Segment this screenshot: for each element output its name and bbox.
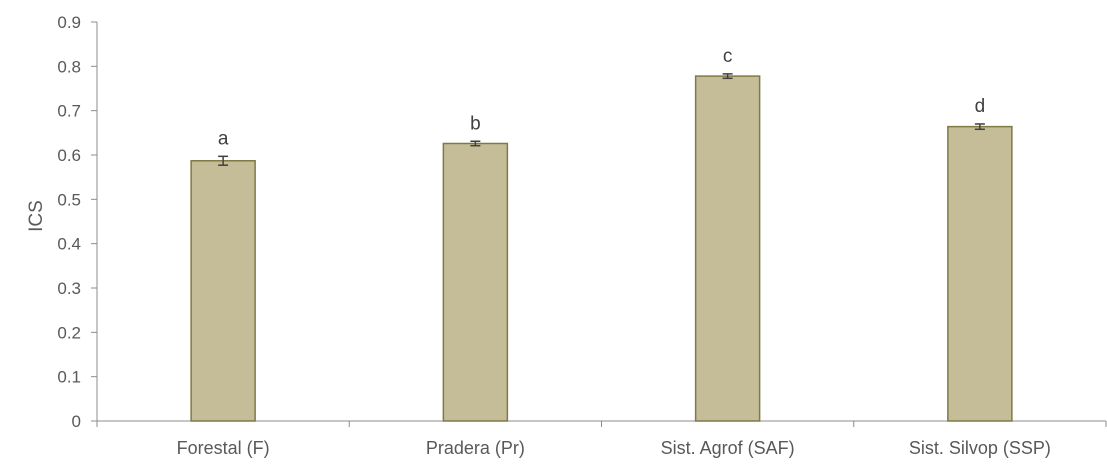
y-tick-label: 0.4	[57, 235, 81, 254]
y-axis-ticks: 0 0.1 0.2 0.3 0.4 0.5 0.6 0.7 0.8 0.9	[57, 13, 97, 431]
bar	[190, 160, 256, 422]
x-axis-labels: Forestal (F) Pradera (Pr) Sist. Agrof (SAF…	[177, 438, 1051, 458]
error-bar	[974, 123, 985, 131]
y-axis-title: ICS	[26, 200, 47, 232]
error-bar	[218, 155, 229, 166]
x-category-label: Pradera (Pr)	[426, 438, 525, 458]
error-bar	[470, 140, 481, 147]
bar	[694, 75, 761, 422]
y-tick-label: 0	[72, 412, 81, 431]
y-tick-label: 0.6	[57, 146, 81, 165]
x-category-label: Sist. Agrof (SAF)	[661, 438, 795, 458]
y-tick-label: 0.9	[57, 13, 81, 32]
y-tick-label: 0.1	[57, 368, 81, 387]
bar	[442, 142, 509, 422]
error-bars	[218, 73, 985, 166]
significance-letter: c	[723, 46, 733, 67]
significance-letter: d	[975, 96, 986, 117]
error-bar	[722, 73, 733, 80]
bar	[947, 125, 1013, 422]
bars	[190, 75, 1013, 422]
axes	[96, 22, 1107, 427]
x-category-label: Forestal (F)	[177, 438, 270, 458]
y-tick-label: 0.8	[57, 57, 81, 76]
y-tick-label: 0.2	[57, 323, 81, 342]
y-tick-label: 0.5	[57, 190, 81, 209]
y-tick-label: 0.7	[57, 102, 81, 121]
significance-letters: a b c d	[218, 46, 985, 149]
x-category-label: Sist. Silvop (SSP)	[909, 438, 1051, 458]
significance-letter: b	[470, 113, 481, 134]
significance-letter: a	[218, 128, 229, 149]
y-tick-label: 0.3	[57, 279, 81, 298]
